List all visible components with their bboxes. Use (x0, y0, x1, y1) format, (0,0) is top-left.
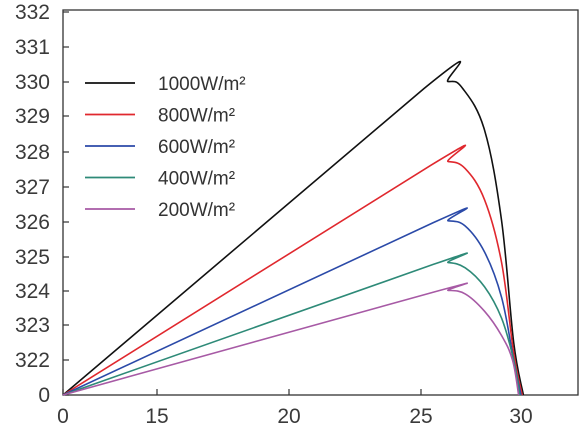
x-tick-label: 25 (409, 405, 432, 428)
y-tick-label: 325 (15, 246, 50, 269)
legend-label-1: 1000W/m² (158, 74, 246, 95)
series-line-5 (62, 282, 520, 396)
y-tick-label: 0 (38, 384, 50, 407)
x-tick-label: 30 (509, 405, 532, 428)
plot-frame (62, 9, 579, 396)
y-tick-label: 322 (15, 349, 50, 372)
series-line-4 (62, 252, 521, 396)
series-lines (62, 60, 525, 396)
y-tick-label: 330 (15, 71, 50, 94)
legend-label-3: 600W/m² (158, 137, 235, 158)
legend: 1000W/m² 800W/m² 600W/m² 400W/m² 200W/m² (85, 74, 246, 221)
y-tick-label: 329 (15, 105, 50, 128)
series-line-3 (62, 207, 522, 396)
y-tick-label: 324 (15, 280, 50, 303)
legend-label-4: 400W/m² (158, 169, 235, 190)
y-tick-label: 327 (15, 176, 50, 199)
series-line-1 (62, 60, 525, 396)
x-tick-label: 15 (145, 405, 168, 428)
x-tick-label: 20 (277, 405, 300, 428)
axes (62, 9, 579, 396)
x-tick-label: 0 (57, 405, 69, 428)
y-tick-label: 326 (15, 211, 50, 234)
y-tick-label: 328 (15, 141, 50, 164)
legend-label-2: 800W/m² (158, 106, 235, 127)
y-tick-label: 332 (15, 1, 50, 24)
y-tick-label: 331 (15, 36, 50, 59)
tick-labels: 0 15 20 25 30 0 322 323 324 325 326 327 328 329 330 331… (15, 1, 533, 428)
legend-label-5: 200W/m² (158, 200, 235, 221)
series-line-2 (62, 144, 523, 396)
y-tick-label: 323 (15, 314, 50, 337)
